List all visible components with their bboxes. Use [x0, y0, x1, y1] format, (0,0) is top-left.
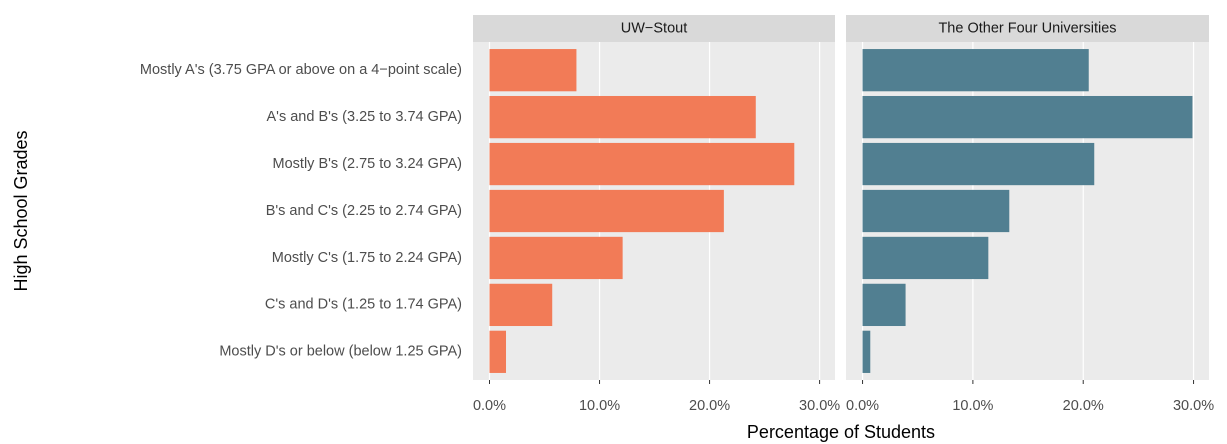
bar [862, 330, 871, 373]
bar [862, 236, 989, 280]
facet-title: The Other Four Universities [938, 20, 1116, 36]
x-tick-label: 20.0% [1063, 398, 1104, 414]
y-tick-label: Mostly C's (1.75 to 2.24 GPA) [272, 250, 462, 266]
bar [489, 189, 724, 233]
y-tick-label: B's and C's (2.25 to 2.74 GPA) [266, 203, 462, 219]
bar [862, 142, 1095, 186]
bar [489, 142, 795, 186]
bar [862, 189, 1010, 233]
bar [489, 283, 553, 327]
bar [489, 330, 507, 373]
bar [862, 95, 1193, 139]
x-tick-label: 10.0% [579, 398, 620, 414]
y-axis-title: High School Grades [11, 130, 31, 291]
bar [489, 49, 577, 92]
facet-strip [846, 15, 1209, 42]
x-axis-title: Percentage of Students [747, 422, 935, 442]
x-tick-label: 30.0% [799, 398, 840, 414]
bar [489, 236, 623, 280]
x-tick-label: 0.0% [846, 398, 879, 414]
facet-title: UW−Stout [621, 20, 687, 36]
x-tick-label: 30.0% [1173, 398, 1214, 414]
bar [862, 49, 1089, 92]
y-tick-label: A's and B's (3.25 to 3.74 GPA) [267, 109, 462, 125]
facet-strip [473, 15, 835, 42]
x-tick-label: 0.0% [473, 398, 506, 414]
y-tick-label: C's and D's (1.25 to 1.74 GPA) [265, 297, 462, 313]
bar [489, 95, 756, 139]
x-tick-label: 20.0% [689, 398, 730, 414]
y-tick-label: Mostly B's (2.75 to 3.24 GPA) [273, 156, 462, 172]
x-tick-label: 10.0% [952, 398, 993, 414]
y-tick-label: Mostly D's or below (below 1.25 GPA) [219, 344, 462, 360]
y-tick-label: Mostly A's (3.75 GPA or above on a 4−poi… [140, 62, 462, 78]
bar [862, 283, 906, 327]
